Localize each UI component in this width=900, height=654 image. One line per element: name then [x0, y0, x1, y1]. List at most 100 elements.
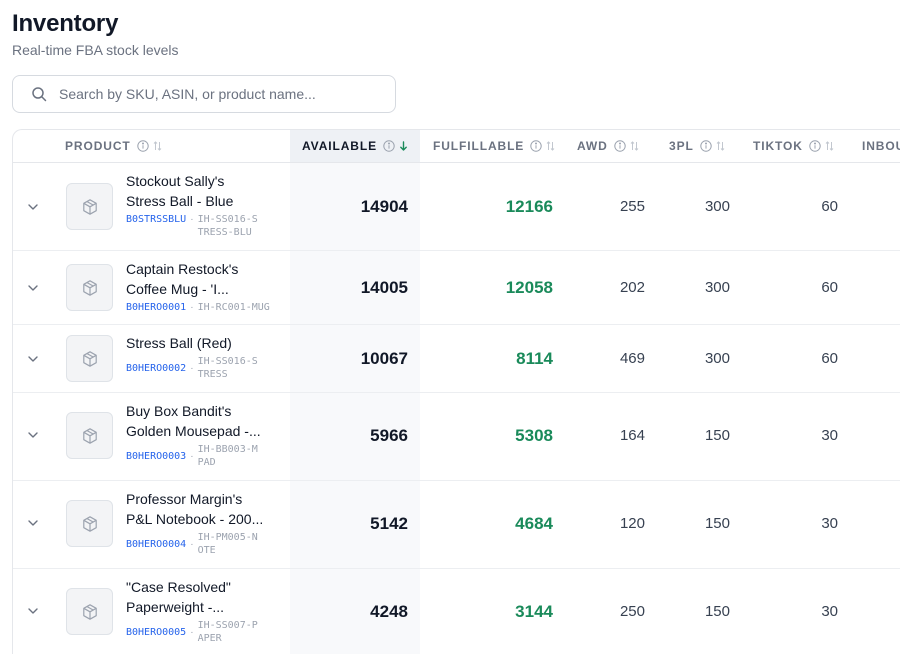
sort-icon[interactable]: [546, 140, 555, 152]
3pl-value: 300: [704, 198, 730, 215]
asin-link[interactable]: B0HERO0001: [126, 302, 187, 313]
page-header: Inventory Real-time FBA stock levels: [12, 8, 179, 59]
chevron-down-icon[interactable]: [25, 603, 41, 619]
product-name-line: P&L Notebook - 200...: [126, 511, 264, 527]
table-row[interactable]: Buy Box Bandit's Golden Mousepad -... B0…: [13, 393, 900, 481]
search-icon: [31, 86, 47, 102]
awd-value: 164: [619, 427, 645, 444]
info-icon[interactable]: [809, 140, 821, 152]
awd-value: 469: [619, 350, 645, 367]
product-name-line: Stress Ball - Blue: [126, 193, 234, 209]
fulfillable-value: 12058: [505, 278, 553, 297]
product-name-line: Stockout Sally's: [126, 173, 225, 189]
3pl-value: 300: [704, 350, 730, 367]
product-name[interactable]: "Case Resolved" Paperweight -...: [126, 577, 286, 617]
sort-icon[interactable]: [153, 140, 162, 152]
package-icon: [82, 515, 97, 532]
fulfillable-value: 5308: [515, 426, 553, 445]
available-value: 4248: [370, 602, 408, 621]
asin-link[interactable]: B0HERO0002: [126, 363, 187, 374]
info-icon[interactable]: [614, 140, 626, 152]
available-header-highlight: [290, 130, 420, 162]
info-icon[interactable]: [136, 140, 149, 152]
column-header-fulfillable[interactable]: FULFILLABLE: [433, 130, 555, 162]
column-header-product[interactable]: PRODUCT: [65, 130, 162, 162]
sort-icon[interactable]: [630, 140, 639, 152]
table-row[interactable]: Captain Restock's Coffee Mug - 'I... B0H…: [13, 251, 900, 325]
sku-text: IH-PM005-NOTE: [197, 532, 258, 556]
chevron-down-icon[interactable]: [25, 199, 41, 215]
fulfillable-value: 3144: [515, 602, 553, 621]
product-name-line: "Case Resolved": [126, 579, 231, 595]
3pl-value: 150: [704, 427, 730, 444]
table-header: PRODUCT AVAILABLE FULFILLABLE: [13, 130, 900, 163]
separator-dot: ·: [190, 539, 194, 550]
product-identifiers: B0HERO0003 · IH-BB003-MPAD: [126, 443, 291, 469]
tiktok-value: 60: [821, 198, 838, 215]
fulfillable-value: 8114: [516, 349, 553, 368]
awd-value: 255: [619, 198, 645, 215]
page-title: Inventory: [12, 10, 119, 37]
sort-icon[interactable]: [716, 140, 725, 152]
column-header-inbound[interactable]: INBOU: [862, 130, 900, 162]
info-icon[interactable]: [700, 140, 712, 152]
sort-icon[interactable]: [825, 140, 834, 152]
product-name-line: Coffee Mug - 'I...: [126, 281, 229, 297]
package-icon: [82, 198, 97, 215]
column-header-3pl[interactable]: 3PL: [669, 130, 725, 162]
separator-dot: ·: [190, 302, 194, 313]
chevron-down-icon[interactable]: [25, 351, 41, 367]
asin-link[interactable]: B0HERO0005: [126, 627, 187, 638]
3pl-value: 150: [704, 603, 730, 620]
search-box: [12, 75, 396, 113]
chevron-down-icon[interactable]: [25, 515, 41, 531]
info-icon[interactable]: [383, 140, 395, 152]
product-name[interactable]: Stress Ball (Red): [126, 333, 286, 353]
asin-link[interactable]: B0HERO0004: [126, 539, 187, 550]
product-name-line: Golden Mousepad -...: [126, 423, 261, 439]
awd-value: 202: [619, 279, 645, 296]
info-icon[interactable]: [530, 140, 542, 152]
awd-value: 250: [619, 603, 645, 620]
product-name[interactable]: Professor Margin's P&L Notebook - 200...: [126, 489, 286, 529]
product-identifiers: B0HERO0004 · IH-PM005-NOTE: [126, 531, 291, 557]
column-header-label: PRODUCT: [65, 139, 131, 153]
awd-value: 120: [619, 515, 645, 532]
available-value: 5966: [370, 426, 408, 445]
chevron-down-icon[interactable]: [25, 427, 41, 443]
product-name[interactable]: Buy Box Bandit's Golden Mousepad -...: [126, 401, 286, 441]
product-name-line: Paperweight -...: [126, 599, 225, 615]
column-header-label: 3PL: [669, 139, 694, 153]
product-name[interactable]: Stockout Sally's Stress Ball - Blue: [126, 171, 286, 211]
package-icon: [82, 427, 97, 444]
chevron-down-icon[interactable]: [25, 280, 41, 296]
tiktok-value: 60: [821, 279, 838, 296]
product-thumbnail: [66, 264, 113, 311]
search-input[interactable]: [59, 86, 379, 102]
product-name-line: Captain Restock's: [126, 261, 239, 277]
table-row[interactable]: "Case Resolved" Paperweight -... B0HERO0…: [13, 569, 900, 654]
tiktok-value: 30: [821, 603, 838, 620]
asin-link[interactable]: B0STRSSBLU: [126, 214, 187, 225]
table-row[interactable]: Stockout Sally's Stress Ball - Blue B0ST…: [13, 163, 900, 251]
package-icon: [82, 279, 97, 296]
table-row[interactable]: Stress Ball (Red) B0HERO0002 · IH-SS016-…: [13, 325, 900, 393]
column-header-tiktok[interactable]: TIKTOK: [753, 130, 834, 162]
tiktok-value: 30: [821, 515, 838, 532]
inventory-table: PRODUCT AVAILABLE FULFILLABLE: [12, 129, 900, 654]
separator-dot: ·: [190, 451, 194, 462]
table-row[interactable]: Professor Margin's P&L Notebook - 200...…: [13, 481, 900, 569]
available-value: 14005: [360, 278, 408, 297]
available-value: 5142: [370, 514, 408, 533]
sku-text: IH-SS016-STRESS-BLU: [197, 214, 258, 238]
tiktok-value: 60: [821, 350, 838, 367]
product-identifiers: B0HERO0005 · IH-SS007-PAPER: [126, 619, 291, 645]
product-thumbnail: [66, 500, 113, 547]
asin-link[interactable]: B0HERO0003: [126, 451, 187, 462]
arrow-down-icon[interactable]: [399, 140, 408, 152]
column-header-available[interactable]: AVAILABLE: [302, 130, 408, 162]
product-name[interactable]: Captain Restock's Coffee Mug - 'I...: [126, 259, 286, 299]
column-header-awd[interactable]: AWD: [577, 130, 639, 162]
fulfillable-value: 12166: [505, 197, 553, 216]
column-header-label: AWD: [577, 139, 608, 153]
